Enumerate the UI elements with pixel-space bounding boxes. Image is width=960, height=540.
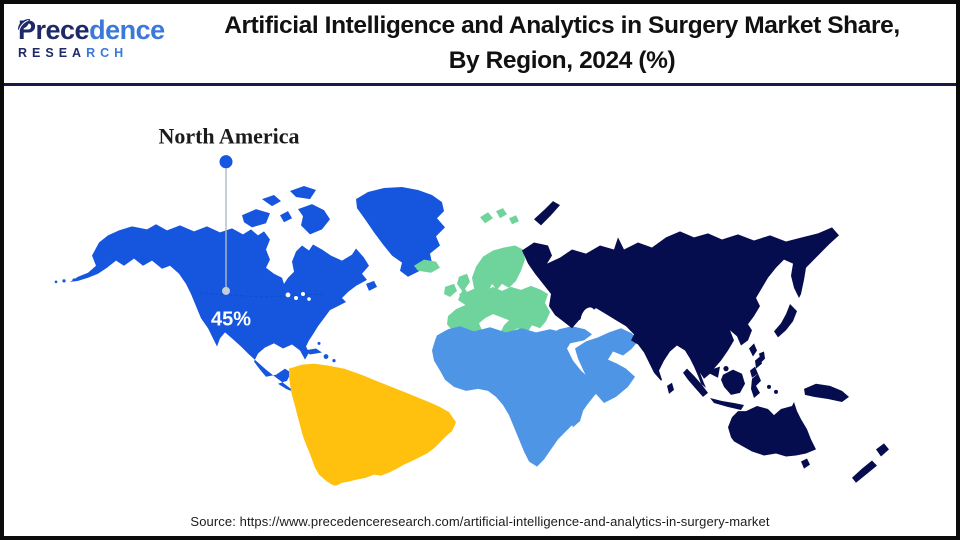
region-europe xyxy=(414,208,550,339)
asia-mainland xyxy=(522,227,839,388)
callout-value-label: 45% xyxy=(211,308,251,330)
logo-text-dark: Prece xyxy=(18,15,90,45)
greenland xyxy=(356,186,445,277)
chart-title: Artificial Intelligence and Analytics in… xyxy=(174,4,950,83)
caribbean-islands xyxy=(304,348,322,355)
chart-title-line1: Artificial Intelligence and Analytics in… xyxy=(224,11,900,39)
precedence-research-logo: Precedence RESEARCH xyxy=(18,17,188,60)
arctic-islands xyxy=(242,209,270,228)
ireland xyxy=(444,283,457,297)
region-middle-east-africa xyxy=(432,326,638,467)
iceland xyxy=(414,259,440,273)
europe-mainland xyxy=(447,285,550,339)
header: Precedence RESEARCH Artificial Intellige… xyxy=(4,4,956,86)
africa-mainland xyxy=(432,326,611,467)
japan xyxy=(774,304,797,338)
region-south-america xyxy=(289,363,456,486)
south-america-mainland xyxy=(289,363,456,486)
leaf-icon xyxy=(16,10,32,37)
philippines xyxy=(749,343,757,357)
australia xyxy=(728,401,816,457)
callout-dot-bottom xyxy=(222,286,230,295)
middle-east xyxy=(575,328,638,403)
logo-text-blue: dence xyxy=(89,15,165,45)
new-guinea xyxy=(804,383,849,402)
world-map: North America 45% xyxy=(4,86,956,510)
new-zealand xyxy=(876,443,889,457)
north-america-callout: North America 45% xyxy=(158,123,299,330)
caspian-sea xyxy=(580,307,596,329)
madagascar xyxy=(568,402,583,428)
region-north-america xyxy=(54,185,445,402)
indonesia xyxy=(683,368,708,397)
callout-dot-top xyxy=(219,155,233,169)
logo-wordmark: Precedence xyxy=(18,17,188,44)
region-asia-pacific xyxy=(522,201,889,483)
north-america-mainland xyxy=(70,224,369,402)
logo-subtitle: RESEARCH xyxy=(18,46,129,60)
world-map-svg: North America 45% xyxy=(54,123,889,486)
source-text: Source: https://www.precedenceresearch.c… xyxy=(190,514,770,529)
scandinavia xyxy=(472,245,525,296)
chart-title-line2: By Region, 2024 (%) xyxy=(448,46,676,74)
callout-region-label: North America xyxy=(158,123,299,148)
turkey xyxy=(549,326,592,344)
